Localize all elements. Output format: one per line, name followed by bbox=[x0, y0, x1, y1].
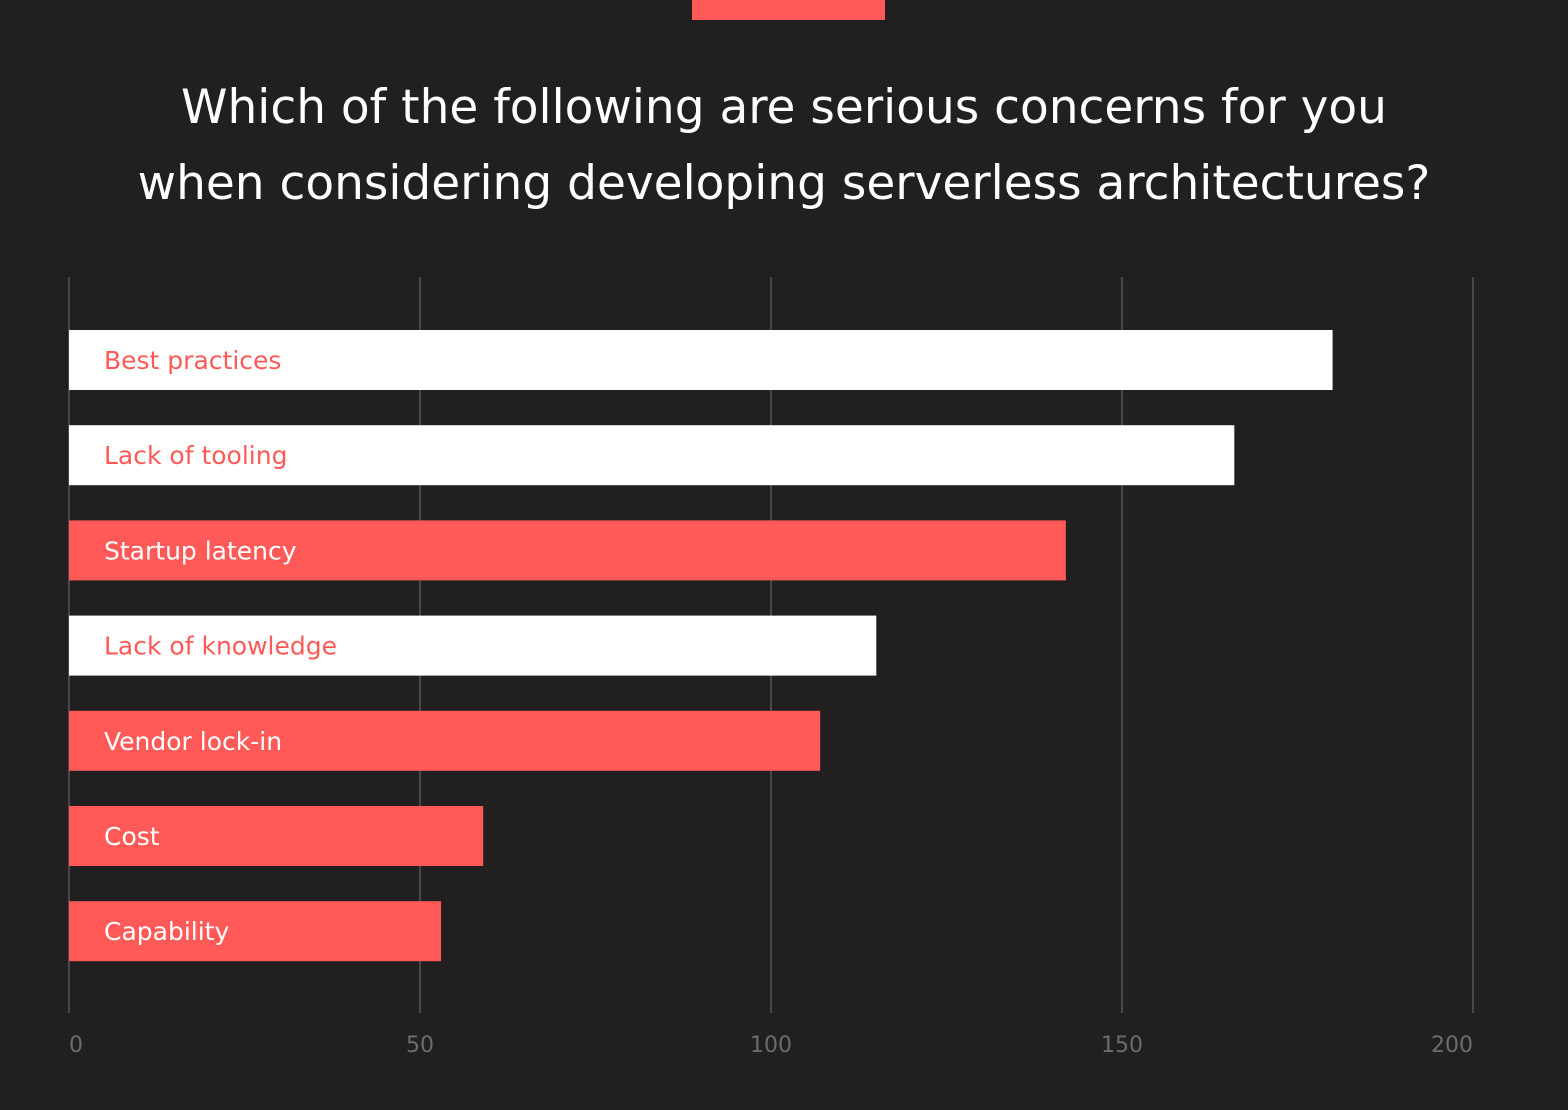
bar bbox=[69, 806, 484, 866]
bar bbox=[69, 710, 821, 771]
bar bbox=[69, 330, 1333, 390]
bar bbox=[69, 615, 877, 676]
x-tick-label: 200 bbox=[1431, 1033, 1473, 1058]
chart-title-line-1: Which of the following are serious conce… bbox=[181, 80, 1387, 135]
bars: Best practices Lack of tooling Startup lat… bbox=[69, 330, 1333, 962]
bar-label: Cost bbox=[104, 822, 160, 851]
chart-title-line-2: when considering developing serverless a… bbox=[137, 156, 1431, 211]
bar-label: Best practices bbox=[104, 346, 281, 375]
bar bbox=[69, 520, 1066, 581]
x-tick-label: 150 bbox=[1101, 1033, 1143, 1058]
bar-label: Startup latency bbox=[104, 536, 297, 565]
bar bbox=[69, 425, 1235, 486]
x-tick-label: 50 bbox=[406, 1033, 434, 1058]
bar-label: Capability bbox=[104, 917, 229, 946]
accent-bar bbox=[692, 0, 885, 20]
x-tick-label: 100 bbox=[750, 1033, 792, 1058]
chart-title: Which of the following are serious conce… bbox=[0, 70, 1568, 222]
x-tick-label: 0 bbox=[69, 1033, 83, 1058]
bar-label: Vendor lock-in bbox=[104, 727, 282, 756]
bar-label: Lack of tooling bbox=[104, 441, 287, 470]
bar bbox=[69, 901, 442, 962]
x-axis-ticks: 0 50 100 150 200 bbox=[69, 1033, 1473, 1058]
bar-label: Lack of knowledge bbox=[104, 632, 337, 661]
